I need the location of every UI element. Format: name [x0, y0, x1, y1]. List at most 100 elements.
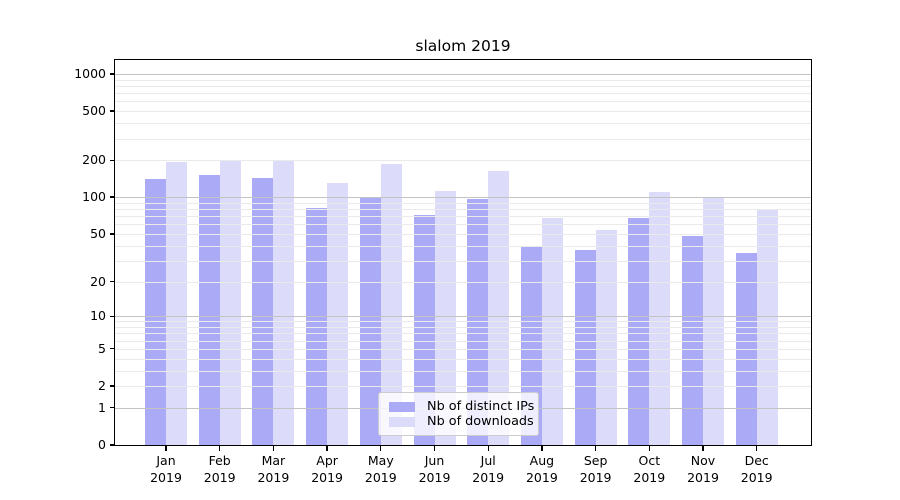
gridline-minor [115, 209, 811, 211]
x-tick-label: Aug 2019 [525, 453, 558, 485]
x-tick-label: Jul 2019 [472, 453, 505, 485]
gridline-minor [115, 224, 811, 226]
y-tick-mark [110, 110, 115, 112]
y-tick-mark [110, 315, 115, 317]
bar-downloads [488, 171, 510, 445]
x-tick-label: Jan 2019 [150, 453, 182, 485]
legend-swatch-distinct-ips [389, 401, 415, 412]
y-tick-label: 5 [98, 340, 106, 356]
x-tick-mark [702, 445, 704, 451]
gridline-minor [115, 123, 811, 125]
gridline-minor [115, 327, 811, 328]
legend-swatch-downloads [389, 416, 415, 427]
x-tick-label: Nov 2019 [687, 453, 719, 485]
gridline-minor [115, 358, 811, 360]
x-tick-mark [219, 445, 221, 451]
legend-entry-downloads: Nb of downloads [387, 414, 534, 429]
gridline-minor [115, 233, 811, 235]
y-tick-mark [110, 385, 115, 387]
bar-downloads [649, 192, 671, 445]
y-tick-label: 1 [98, 399, 106, 415]
y-tick-mark [110, 73, 115, 75]
y-tick-label: 2 [98, 378, 106, 393]
gridline-major [115, 316, 811, 318]
bar-distinct-ips [198, 174, 220, 445]
plot-area: Nb of distinct IPs Nb of downloads [114, 59, 812, 446]
x-tick-mark [272, 445, 275, 451]
bar-downloads [219, 161, 241, 445]
x-tick-label: Dec 2019 [740, 453, 773, 485]
bar-downloads [273, 161, 295, 445]
gridline-minor [115, 202, 811, 204]
gridline-minor [115, 160, 811, 162]
x-tick-mark [380, 445, 382, 451]
gridline-minor [115, 260, 811, 262]
legend-label-distinct-ips: Nb of distinct IPs [427, 399, 535, 414]
y-tick-mark [110, 444, 115, 446]
x-tick-label: Jun 2019 [418, 453, 451, 485]
bar-distinct-ips [574, 249, 596, 445]
gridline-minor [115, 138, 811, 140]
gridline-major [115, 73, 811, 75]
y-tick-label: 1000 [74, 65, 106, 81]
x-tick-label: Sep 2019 [579, 453, 612, 485]
bar-downloads [703, 197, 724, 445]
x-tick-mark [541, 445, 543, 451]
y-tick-label: 50 [90, 225, 106, 241]
gridline-minor [115, 333, 811, 335]
y-tick-mark [110, 348, 115, 350]
x-tick-mark [594, 445, 597, 451]
gridline-minor [115, 340, 811, 342]
x-tick-mark [648, 445, 650, 451]
bar-distinct-ips [682, 236, 703, 445]
bar-distinct-ips [252, 178, 274, 445]
x-tick-mark [756, 445, 758, 451]
bar-distinct-ips [628, 217, 650, 445]
y-tick-mark [110, 159, 115, 161]
y-tick-mark [110, 196, 115, 198]
legend: Nb of distinct IPs Nb of downloads [378, 392, 539, 436]
y-tick-label: 0 [98, 437, 106, 452]
x-tick-label: Feb 2019 [203, 453, 236, 485]
y-tick-label: 200 [82, 152, 106, 168]
y-tick-mark [110, 233, 115, 235]
bar-distinct-ips [306, 208, 328, 445]
gridline-minor [115, 85, 811, 87]
bar-downloads [434, 191, 456, 445]
bar-downloads [166, 161, 187, 445]
gridline-minor [115, 216, 811, 218]
legend-entry-distinct-ips: Nb of distinct IPs [387, 399, 534, 414]
gridline-minor [115, 245, 811, 247]
bar-distinct-ips [145, 179, 166, 445]
gridline-minor [115, 111, 811, 113]
x-tick-label: May 2019 [364, 453, 397, 485]
x-tick-label: Oct 2019 [633, 453, 666, 485]
x-tick-label: Mar 2019 [257, 453, 290, 485]
gridline-major [115, 197, 811, 199]
gridline-minor [115, 281, 811, 283]
legend-label-downloads: Nb of downloads [427, 414, 534, 429]
gridline-minor [115, 386, 811, 387]
chart-title: slalom 2019 [415, 37, 511, 55]
y-tick-mark [110, 280, 115, 283]
bar-distinct-ips [413, 215, 435, 445]
gridline-minor [115, 348, 811, 350]
bar-downloads [595, 229, 617, 445]
x-tick-label: Apr 2019 [311, 453, 343, 485]
bar-downloads [327, 183, 349, 445]
gridline-minor [115, 370, 811, 372]
gridline-minor [115, 321, 811, 323]
x-tick-mark [326, 445, 328, 451]
y-tick-label: 20 [90, 273, 106, 289]
x-tick-mark [433, 445, 436, 451]
x-tick-mark [165, 445, 167, 451]
bar-downloads [541, 217, 563, 445]
y-tick-label: 10 [90, 308, 106, 324]
gridline-minor [115, 93, 811, 95]
x-tick-mark [487, 445, 489, 451]
y-tick-mark [110, 407, 115, 409]
y-tick-label: 500 [82, 103, 106, 119]
gridline-minor [115, 101, 811, 103]
y-tick-label: 100 [82, 189, 106, 205]
